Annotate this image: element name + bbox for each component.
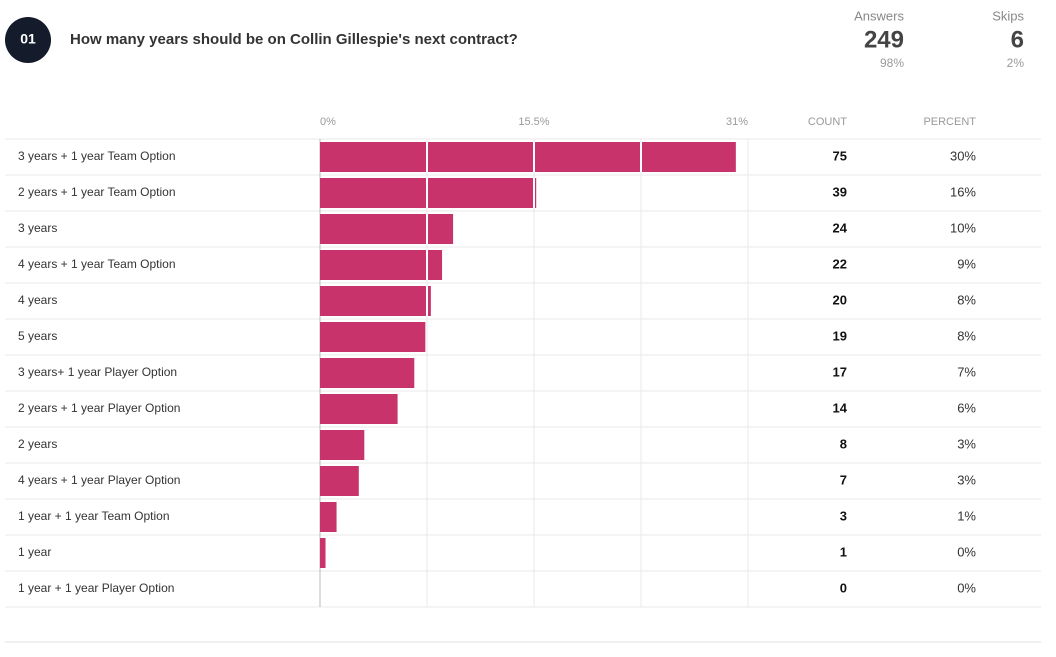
answer-label: 2 years + 1 year Player Option [18, 401, 180, 415]
bar [320, 358, 415, 388]
percent: 16% [950, 184, 976, 199]
answer-label: 1 year [18, 545, 51, 559]
percent: 10% [950, 220, 976, 235]
percent: 0% [957, 544, 976, 559]
percent: 1% [957, 508, 976, 523]
answer-label: 3 years+ 1 year Player Option [18, 365, 177, 379]
skips-percent: 2% [1007, 56, 1025, 70]
answer-label: 1 year + 1 year Team Option [18, 509, 170, 523]
bar [320, 178, 537, 208]
answers-label: Answers [854, 8, 904, 23]
count: 1 [840, 544, 847, 559]
bar [320, 286, 431, 316]
answer-label: 1 year + 1 year Player Option [18, 581, 174, 595]
x-tick-label: 0% [320, 116, 336, 128]
x-tick-label: 31% [726, 116, 748, 128]
bar [320, 430, 365, 460]
bar [320, 502, 337, 532]
answer-label: 5 years [18, 329, 57, 343]
answer-label: 2 years + 1 year Team Option [18, 185, 176, 199]
x-tick-label: 15.5% [518, 116, 549, 128]
count: 19 [833, 328, 847, 343]
percent: 6% [957, 400, 976, 415]
bar [320, 322, 426, 352]
percent: 3% [957, 472, 976, 487]
answer-label: 3 years + 1 year Team Option [18, 149, 176, 163]
question-number: 01 [20, 31, 36, 47]
percent-header: PERCENT [923, 116, 976, 128]
bar [320, 142, 736, 172]
count: 3 [840, 508, 847, 523]
answer-label: 4 years + 1 year Player Option [18, 473, 180, 487]
answer-label: 3 years [18, 221, 57, 235]
percent: 0% [957, 580, 976, 595]
answer-label: 4 years [18, 293, 57, 307]
percent: 30% [950, 148, 976, 163]
count: 20 [833, 292, 847, 307]
percent: 9% [957, 256, 976, 271]
skips-count: 6 [1011, 26, 1024, 53]
bar [320, 538, 326, 568]
percent: 3% [957, 436, 976, 451]
count: 22 [833, 256, 847, 271]
percent: 7% [957, 364, 976, 379]
count-header: COUNT [808, 116, 847, 128]
answers-count: 249 [864, 26, 904, 53]
count: 14 [833, 400, 848, 415]
answer-label: 4 years + 1 year Team Option [18, 257, 176, 271]
percent: 8% [957, 292, 976, 307]
bar [320, 466, 359, 496]
count: 24 [833, 220, 848, 235]
bar [320, 394, 398, 424]
question-title: How many years should be on Collin Gille… [70, 31, 518, 48]
count: 8 [840, 436, 847, 451]
count: 7 [840, 472, 847, 487]
count: 39 [833, 184, 847, 199]
percent: 8% [957, 328, 976, 343]
count: 17 [833, 364, 847, 379]
count: 75 [833, 148, 847, 163]
bar [320, 214, 454, 244]
question-badge [5, 17, 51, 63]
answers-percent: 98% [880, 56, 904, 70]
bar [320, 250, 443, 280]
skips-label: Skips [992, 8, 1024, 23]
answer-label: 2 years [18, 437, 57, 451]
count: 0 [840, 580, 847, 595]
